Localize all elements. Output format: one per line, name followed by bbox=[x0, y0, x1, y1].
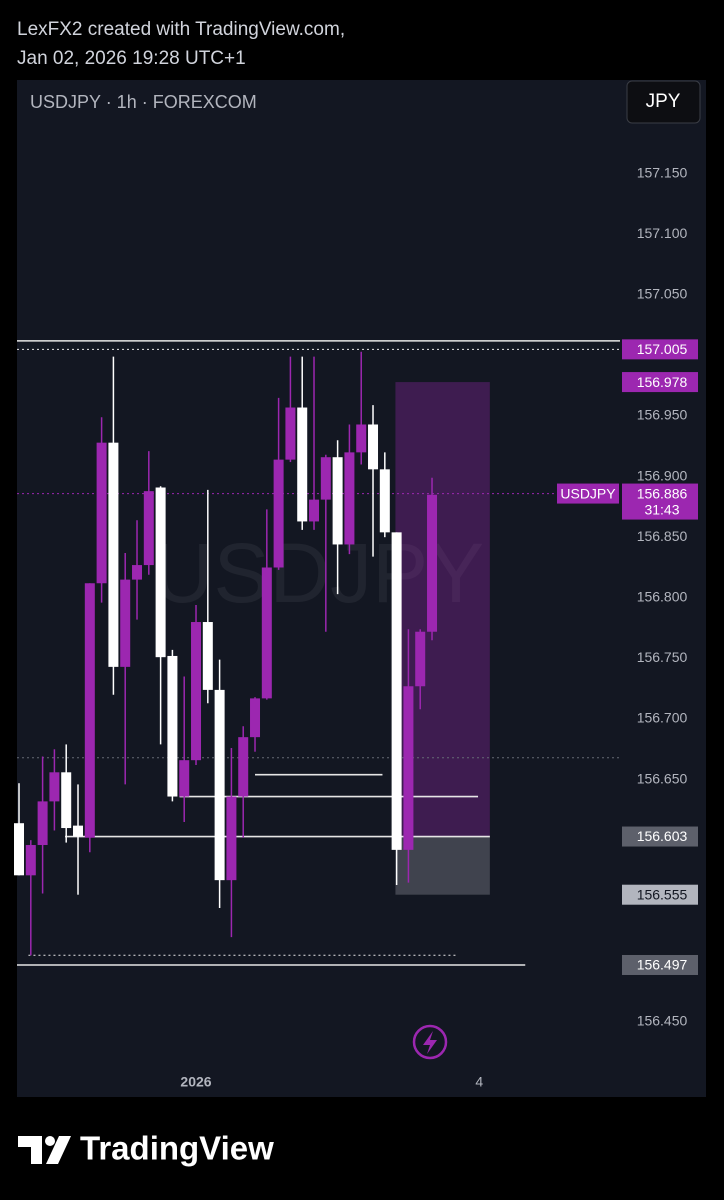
chart-title: USDJPY · 1h · FOREXCOM bbox=[30, 92, 257, 112]
y-tick-label: 156.700 bbox=[637, 710, 688, 726]
logo-part bbox=[46, 1136, 71, 1164]
x-tick-label: 4 bbox=[475, 1074, 483, 1090]
y-tick-label: 157.100 bbox=[637, 225, 688, 241]
currency-button[interactable] bbox=[626, 80, 701, 124]
candle-body bbox=[320, 457, 331, 500]
y-tick-label: 157.050 bbox=[637, 286, 688, 302]
symbol-tag bbox=[557, 483, 619, 504]
y-tick-label: 156.800 bbox=[637, 588, 688, 604]
candle-body bbox=[25, 845, 36, 876]
candle-body bbox=[214, 689, 225, 881]
y-tick-label: 156.750 bbox=[637, 649, 688, 665]
candle-body bbox=[427, 494, 438, 632]
x-tick-label: 2026 bbox=[180, 1074, 211, 1090]
candle-body bbox=[143, 491, 154, 566]
candle-body bbox=[261, 567, 272, 699]
y-tick-label: 156.850 bbox=[637, 528, 688, 544]
candle-body bbox=[403, 686, 414, 850]
candle-body bbox=[273, 459, 284, 568]
candle-body bbox=[132, 565, 143, 580]
author-line: LexFX2 created with TradingView.com, bbox=[17, 19, 345, 40]
candle-body bbox=[49, 772, 60, 802]
candle-body bbox=[391, 532, 402, 850]
candle-body bbox=[250, 698, 261, 738]
candle-body bbox=[37, 801, 48, 846]
chart-panel bbox=[17, 80, 706, 1097]
candle-body bbox=[297, 407, 308, 522]
candle-body bbox=[179, 760, 190, 797]
y-tick-label: 156.450 bbox=[637, 1013, 688, 1029]
logo-part bbox=[18, 1136, 42, 1164]
candle-body bbox=[84, 583, 95, 838]
plot: USDJPY 157.150 157.100 157.050 156.950 156.90… bbox=[14, 164, 698, 1090]
candle-body bbox=[368, 424, 379, 470]
candle-body bbox=[356, 424, 367, 453]
y-tick-label: 156.650 bbox=[637, 770, 688, 786]
candle-body bbox=[415, 631, 426, 687]
price-tag-label: 156.978 bbox=[637, 374, 688, 390]
candle-body bbox=[309, 499, 320, 522]
candle-body bbox=[344, 452, 355, 545]
price-tag-label: 157.005 bbox=[637, 341, 688, 357]
tv-logo bbox=[18, 1136, 71, 1164]
candle-body bbox=[14, 823, 25, 876]
candle-body bbox=[226, 796, 237, 881]
price-tag-label: 156.555 bbox=[637, 886, 688, 902]
logo-part bbox=[45, 1136, 55, 1146]
date-line: Jan 02, 2026 19:28 UTC+1 bbox=[17, 48, 246, 69]
candle-body bbox=[285, 407, 296, 460]
lightning bbox=[423, 1031, 437, 1054]
price-tag bbox=[622, 372, 698, 393]
alert-icon[interactable] bbox=[412, 1024, 448, 1060]
candle-body bbox=[73, 825, 84, 837]
candle-body bbox=[202, 622, 213, 690]
candle-body bbox=[108, 442, 119, 667]
candle-body bbox=[379, 469, 390, 533]
candle-body bbox=[155, 487, 166, 658]
countdown-label: 31:43 bbox=[644, 501, 679, 517]
symbol-tag-label: USDJPY bbox=[560, 485, 616, 501]
price-tag-label: 156.497 bbox=[637, 957, 688, 973]
y-tick-label: 156.950 bbox=[637, 407, 688, 423]
candle-body bbox=[96, 442, 107, 584]
price-tag bbox=[622, 884, 698, 905]
currency-label: JPY bbox=[646, 91, 681, 112]
y-tick-label: 156.900 bbox=[637, 467, 688, 483]
current-price-label: 156.886 bbox=[637, 485, 688, 501]
candle-body bbox=[191, 622, 202, 761]
price-tag bbox=[622, 954, 698, 975]
candle-body bbox=[167, 655, 178, 797]
candle-body bbox=[238, 737, 249, 797]
brand: TradingView bbox=[80, 1130, 274, 1167]
candle-body bbox=[332, 457, 343, 545]
price-tag bbox=[622, 339, 698, 360]
current-price-tag bbox=[622, 483, 698, 520]
y-tick-label: 157.150 bbox=[637, 164, 688, 180]
price-tag-label: 156.603 bbox=[637, 828, 688, 844]
price-tag bbox=[622, 826, 698, 847]
candle-body bbox=[120, 579, 131, 667]
candle-body bbox=[61, 772, 72, 829]
